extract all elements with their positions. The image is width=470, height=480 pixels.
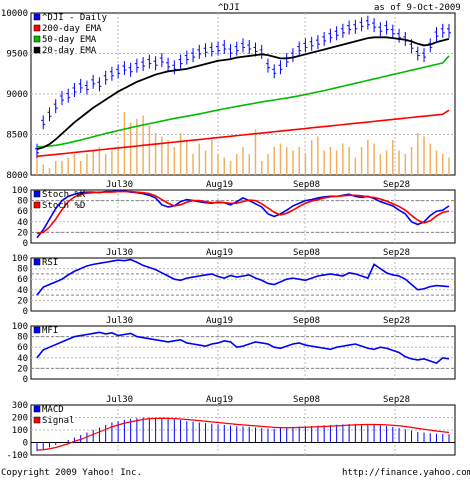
- x-tick-label: Jul30: [106, 180, 133, 190]
- x-tick-label: Jul30: [106, 395, 133, 405]
- legend-swatch: [33, 405, 41, 413]
- rsi-frame: [30, 257, 456, 312]
- y-tick-label: -100: [6, 451, 28, 461]
- series-line: [36, 36, 450, 150]
- legend-label: Signal: [42, 416, 75, 426]
- panels-layer: Jul30 Aug19 Sep08 Sep28 Jul30 Aug19 Sep08 Sep28…: [1, 9, 456, 461]
- y-tick-label: 40: [17, 218, 28, 228]
- y-tick-label: 8000: [6, 171, 28, 181]
- legend-label: 50-day EMA: [42, 35, 97, 45]
- y-tick-label: 0: [23, 375, 28, 385]
- y-tick-label: 100: [12, 322, 28, 332]
- y-tick-label: 40: [17, 286, 28, 296]
- y-tick-label: 60: [17, 275, 28, 285]
- price-panel: 8000 8500 9000 9500 10000 ^DJI - Daily200-day…: [1, 9, 456, 181]
- y-tick-label: 80: [17, 265, 28, 275]
- y-tick-label: 10000: [1, 9, 28, 19]
- chart-date-label: as of 9-Oct-2009: [374, 3, 461, 13]
- y-tick-label: 20: [17, 296, 28, 306]
- x-tick-label: Sep08: [293, 248, 320, 258]
- legend-swatch: [33, 416, 41, 424]
- x-tick-label: Sep28: [383, 248, 410, 258]
- x-tick-label: Aug19: [206, 395, 233, 405]
- y-tick-label: 60: [17, 343, 28, 353]
- legend-swatch: [33, 35, 41, 43]
- series-line: [36, 109, 450, 158]
- x-tick-label: Jul30: [106, 316, 133, 326]
- y-tick-label: 9500: [6, 50, 28, 60]
- x-tick-label: Sep08: [293, 395, 320, 405]
- legend-swatch: [33, 326, 41, 334]
- legend-swatch: [33, 46, 41, 54]
- legend-label: Stoch %K: [42, 190, 86, 200]
- legend-swatch: [33, 13, 41, 21]
- legend-label: MFI: [42, 326, 58, 336]
- legend-label: ^DJI - Daily: [42, 13, 108, 23]
- y-tick-label: 40: [17, 354, 28, 364]
- x-tick-label: Sep28: [383, 316, 410, 326]
- series-line: [36, 258, 450, 296]
- legend-label: MACD: [42, 405, 64, 415]
- legend-label: Stoch %D: [42, 201, 85, 211]
- legend-label: 20-day EMA: [42, 46, 97, 56]
- y-tick-label: 0: [23, 439, 28, 449]
- y-tick-label: 80: [17, 333, 28, 343]
- series-line: [36, 331, 450, 365]
- y-tick-label: 0: [23, 239, 28, 249]
- series-line: [36, 417, 450, 451]
- x-tick-label: Aug19: [206, 248, 233, 258]
- legend-swatch: [33, 24, 41, 32]
- y-tick-label: 100: [12, 186, 28, 196]
- y-tick-label: 20: [17, 364, 28, 374]
- y-tick-label: 60: [17, 207, 28, 217]
- x-tick-label: Sep28: [383, 395, 410, 405]
- y-tick-label: 100: [12, 426, 28, 436]
- legend-label: RSI: [42, 258, 58, 268]
- x-tick-label: Jul30: [106, 248, 133, 258]
- y-tick-label: 80: [17, 197, 28, 207]
- copyright-text: Copyright 2009 Yahoo! Inc.: [1, 468, 142, 478]
- y-tick-label: 9000: [6, 90, 28, 100]
- x-tick-label: Sep28: [383, 180, 410, 190]
- x-tick-label: Sep08: [293, 180, 320, 190]
- series-line: [36, 190, 450, 235]
- y-tick-label: 0: [23, 307, 28, 317]
- x-tick-label: Aug19: [206, 180, 233, 190]
- x-tick-label: Aug19: [206, 316, 233, 326]
- series-line: [36, 55, 450, 148]
- legend-label: 200-day EMA: [42, 24, 102, 34]
- y-tick-label: 8500: [6, 131, 28, 141]
- mfi-frame: [30, 325, 456, 380]
- y-tick-label: 200: [12, 414, 28, 424]
- y-tick-label: 20: [17, 228, 28, 238]
- y-tick-label: 300: [12, 401, 28, 411]
- x-tick-label: Sep08: [293, 316, 320, 326]
- y-tick-label: 100: [12, 254, 28, 264]
- source-url: http://finance.yahoo.com/: [342, 468, 470, 478]
- legend-swatch: [33, 190, 41, 198]
- legend-swatch: [33, 258, 41, 266]
- chart-symbol: ^DJI: [218, 3, 240, 13]
- legend-swatch: [33, 201, 41, 209]
